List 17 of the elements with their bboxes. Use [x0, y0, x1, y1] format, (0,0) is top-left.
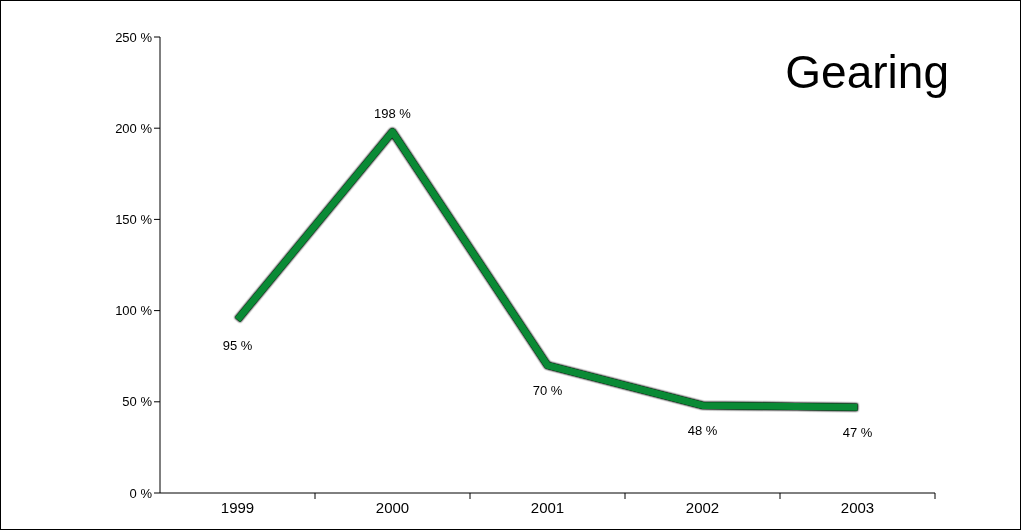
x-tick-label: 1999: [220, 499, 255, 516]
y-tick-label: 200 %: [115, 120, 153, 136]
x-tick-label: 2000: [375, 499, 410, 516]
y-tick-label: 150 %: [115, 211, 153, 227]
text: 198 %: [374, 105, 411, 121]
y-tick-label: 50 %: [122, 394, 153, 410]
x-tick-label: 2001: [530, 499, 565, 516]
y-tick-label: 250 %: [115, 29, 153, 45]
x-tick-label: 2002: [685, 499, 720, 516]
text: 47 %: [842, 425, 873, 441]
text: 48 %: [687, 423, 718, 439]
y-tick-label: 0 %: [129, 485, 153, 501]
y-tick-label: 100 %: [115, 303, 153, 319]
text: 95 %: [222, 337, 253, 353]
x-tick-label: 2003: [840, 499, 875, 516]
text: 70 %: [532, 383, 563, 399]
chart-title: Gearing: [785, 46, 949, 98]
